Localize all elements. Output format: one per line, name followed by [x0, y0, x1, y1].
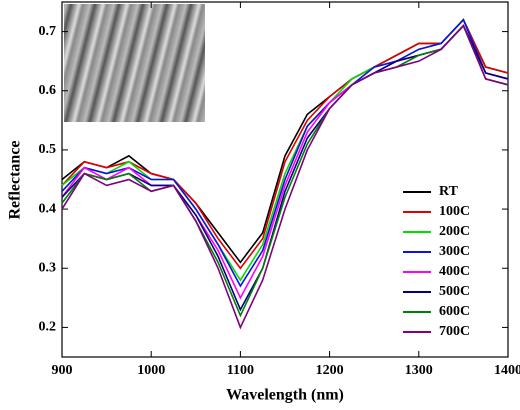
legend-label: RT [439, 184, 459, 199]
x-tick-label: 1400 [494, 363, 520, 378]
legend-label: 300C [439, 244, 470, 259]
legend-label: 100C [439, 204, 470, 219]
inset-image [64, 4, 205, 122]
legend-label: 400C [439, 264, 470, 279]
x-tick-label: 1200 [316, 363, 344, 378]
series-line [61, 24, 509, 318]
series-line [61, 24, 509, 330]
legend-label: 500C [439, 284, 470, 299]
x-tick-label: 1300 [405, 363, 433, 378]
legend-label: 700C [439, 324, 470, 339]
y-tick-label: 0.7 [39, 24, 57, 39]
legend-label: 600C [439, 304, 470, 319]
x-tick-label: 1000 [137, 363, 165, 378]
series-line [61, 18, 509, 270]
y-tick-label: 0.2 [39, 320, 57, 335]
y-tick-label: 0.4 [39, 201, 57, 216]
y-tick-label: 0.3 [39, 260, 57, 275]
x-tick-label: 1100 [227, 363, 254, 378]
legend-label: 200C [439, 224, 470, 239]
series-line [61, 18, 509, 288]
x-axis-label: Wavelength (nm) [226, 387, 344, 404]
y-tick-label: 0.5 [39, 142, 57, 157]
x-tick-label: 900 [52, 363, 73, 378]
y-axis-label: Reflectance [7, 140, 24, 219]
y-tick-label: 0.6 [39, 83, 57, 98]
